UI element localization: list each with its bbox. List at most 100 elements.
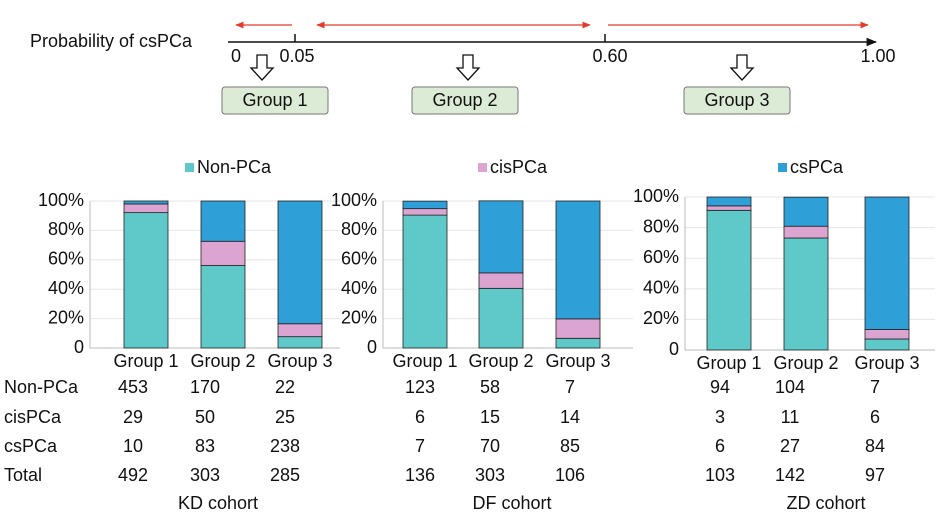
table-cell: 85 bbox=[560, 436, 580, 456]
bar-segment bbox=[123, 212, 169, 349]
x-tick-label: Group 3 bbox=[545, 351, 610, 371]
x-tick-label: Group 1 bbox=[392, 351, 457, 371]
table-cell: 103 bbox=[705, 465, 735, 485]
bar-segment bbox=[402, 214, 448, 349]
table-cell: 6 bbox=[870, 407, 880, 427]
group-box bbox=[683, 86, 791, 115]
x-tick-label: Group 1 bbox=[696, 353, 761, 373]
table-cell: 10 bbox=[123, 436, 143, 456]
y-tick-label: 40% bbox=[341, 278, 377, 298]
bar-segment bbox=[783, 237, 829, 351]
bar-segment bbox=[783, 225, 829, 239]
group-box bbox=[411, 86, 519, 115]
bar-segment bbox=[864, 196, 910, 330]
table-cell: 238 bbox=[270, 436, 300, 456]
y-tick-label: 40% bbox=[48, 278, 84, 298]
down-arrow bbox=[729, 54, 755, 81]
legend-label: cisPCa bbox=[490, 157, 548, 177]
bar-segment bbox=[277, 336, 323, 349]
table-cell: 3 bbox=[715, 407, 725, 427]
y-tick-label: 80% bbox=[341, 219, 377, 239]
y-tick-label: 0 bbox=[367, 337, 377, 357]
y-tick-label: 100% bbox=[331, 190, 377, 210]
x-tick-label: Group 3 bbox=[267, 351, 332, 371]
scale-tick-label: 0.05 bbox=[279, 46, 314, 66]
bar-segment bbox=[864, 329, 910, 340]
table-cell: 123 bbox=[405, 377, 435, 397]
bar-segment bbox=[555, 318, 601, 339]
table-cell: 97 bbox=[865, 465, 885, 485]
bar-segment bbox=[478, 272, 524, 289]
bar-segment bbox=[864, 338, 910, 351]
bar-segment bbox=[478, 287, 524, 349]
scale-tick-label: 0.60 bbox=[592, 46, 627, 66]
legend-label: csPCa bbox=[790, 157, 844, 177]
row-label: csPCa bbox=[4, 436, 58, 456]
table-cell: 106 bbox=[555, 465, 585, 485]
y-tick-label: 20% bbox=[48, 307, 84, 327]
table-cell: 303 bbox=[190, 465, 220, 485]
table-cell: 7 bbox=[415, 436, 425, 456]
group-label: Group 3 bbox=[704, 90, 769, 110]
table-cell: 142 bbox=[775, 465, 805, 485]
table-cell: 11 bbox=[781, 407, 800, 427]
y-tick-label: 80% bbox=[48, 219, 84, 239]
bar-segment bbox=[706, 205, 752, 211]
x-axis-label: ZD cohort bbox=[786, 493, 865, 513]
table-cell: 7 bbox=[870, 377, 880, 397]
legend-swatch bbox=[778, 163, 787, 172]
y-tick-label: 0 bbox=[669, 339, 679, 359]
y-tick-label: 60% bbox=[48, 249, 84, 269]
row-label: Non-PCa bbox=[4, 377, 79, 397]
x-tick-label: Group 3 bbox=[854, 353, 919, 373]
y-tick-label: 20% bbox=[341, 307, 377, 327]
table-cell: 25 bbox=[275, 407, 295, 427]
table-cell: 27 bbox=[780, 436, 800, 456]
x-tick-label: Group 2 bbox=[773, 353, 838, 373]
table-cell: 6 bbox=[715, 436, 725, 456]
x-tick-label: Group 2 bbox=[468, 351, 533, 371]
y-tick-label: 100% bbox=[633, 186, 679, 206]
bar-segment bbox=[478, 200, 524, 274]
bar-segment bbox=[402, 208, 448, 216]
y-tick-label: 80% bbox=[643, 216, 679, 236]
y-tick-label: 60% bbox=[341, 249, 377, 269]
table-cell: 15 bbox=[480, 407, 500, 427]
y-tick-label: 60% bbox=[643, 247, 679, 267]
x-tick-label: Group 1 bbox=[113, 351, 178, 371]
scale-label: Probability of csPCa bbox=[30, 31, 193, 51]
y-tick-label: 20% bbox=[643, 308, 679, 328]
table-cell: 50 bbox=[195, 407, 215, 427]
legend-label: Non-PCa bbox=[197, 157, 272, 177]
bar-segment bbox=[555, 337, 601, 349]
group-label: Group 1 bbox=[242, 90, 307, 110]
table-cell: 14 bbox=[560, 407, 580, 427]
table-cell: 84 bbox=[865, 436, 885, 456]
bar-segment bbox=[123, 203, 169, 214]
table-cell: 104 bbox=[775, 377, 805, 397]
row-label: cisPCa bbox=[4, 407, 62, 427]
bar-segment bbox=[200, 200, 246, 242]
table-cell: 136 bbox=[405, 465, 435, 485]
table-cell: 285 bbox=[270, 465, 300, 485]
x-axis-label: KD cohort bbox=[178, 493, 258, 513]
y-tick-label: 100% bbox=[38, 190, 84, 210]
table-cell: 94 bbox=[710, 377, 730, 397]
bar-segment bbox=[200, 240, 246, 266]
legend-swatch bbox=[478, 163, 487, 172]
x-axis-label: DF cohort bbox=[472, 493, 551, 513]
table-cell: 170 bbox=[190, 377, 220, 397]
y-tick-label: 0 bbox=[74, 337, 84, 357]
scale-tick-label: 1.00 bbox=[860, 46, 895, 66]
probability-scale: Probability of csPCa bbox=[30, 21, 878, 51]
group-box bbox=[221, 86, 329, 115]
down-arrow bbox=[249, 54, 275, 81]
group-label: Group 2 bbox=[432, 90, 497, 110]
table-cell: 303 bbox=[475, 465, 505, 485]
table-cell: 29 bbox=[123, 407, 143, 427]
table-cell: 7 bbox=[565, 377, 575, 397]
bar-segment bbox=[706, 209, 752, 351]
table-cell: 58 bbox=[480, 377, 500, 397]
bar-segment bbox=[706, 196, 752, 207]
